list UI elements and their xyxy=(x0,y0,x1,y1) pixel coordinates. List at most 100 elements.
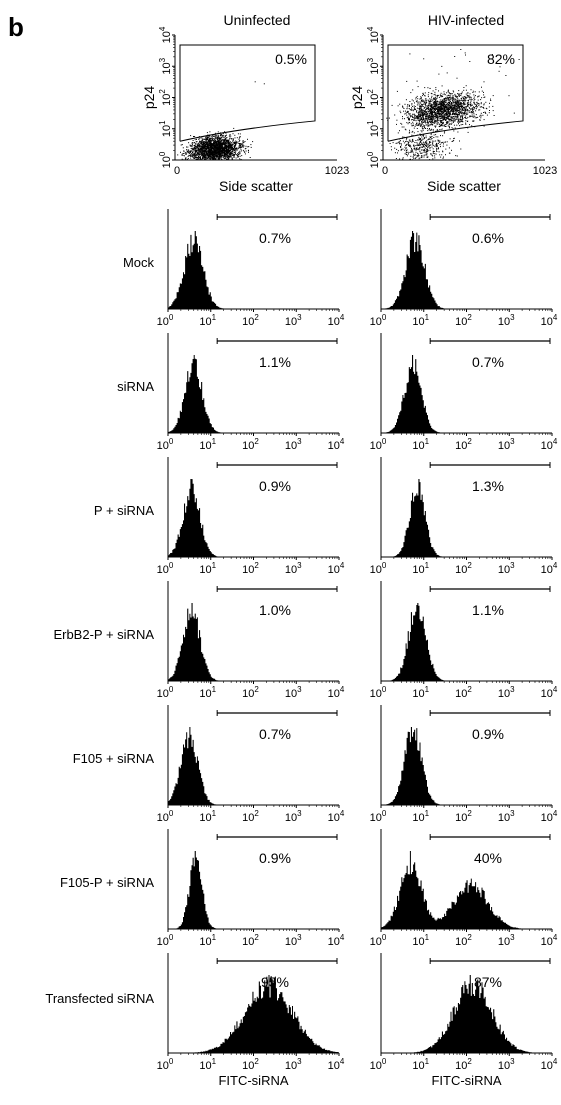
event-dot xyxy=(460,116,461,118)
event-dot xyxy=(211,152,212,154)
event-dot xyxy=(425,127,426,129)
event-dot xyxy=(458,99,460,101)
event-dot xyxy=(191,146,193,148)
event-dot xyxy=(244,141,246,142)
event-dot xyxy=(464,112,466,114)
event-dot xyxy=(421,152,423,154)
event-dot xyxy=(465,97,467,99)
x-tick-label: 103 xyxy=(285,933,302,948)
event-dot xyxy=(420,96,422,98)
event-dot xyxy=(190,152,192,154)
event-dot xyxy=(477,116,479,118)
event-dot xyxy=(454,56,456,57)
event-dot xyxy=(229,152,231,154)
event-dot xyxy=(413,109,415,111)
event-dot xyxy=(219,154,221,156)
event-dot xyxy=(226,145,228,147)
event-dot xyxy=(423,114,425,116)
event-dot xyxy=(451,93,453,95)
event-dot xyxy=(474,103,476,105)
event-dot xyxy=(443,119,445,121)
event-dot xyxy=(429,108,431,109)
event-dot xyxy=(226,153,228,155)
event-dot xyxy=(404,149,406,151)
event-dot xyxy=(421,121,423,123)
event-dot xyxy=(242,140,244,142)
event-dot xyxy=(422,109,424,111)
event-dot xyxy=(414,145,416,147)
event-dot xyxy=(199,141,201,142)
event-dot xyxy=(443,109,445,111)
event-dot xyxy=(186,149,188,151)
event-dot xyxy=(225,145,227,147)
event-dot xyxy=(413,107,415,109)
event-dot xyxy=(223,145,225,147)
event-dot xyxy=(452,140,454,142)
event-dot xyxy=(461,106,463,107)
event-dot xyxy=(205,152,207,154)
event-dot xyxy=(218,144,220,146)
event-dot xyxy=(399,140,401,142)
event-dot xyxy=(418,121,420,123)
event-dot xyxy=(422,94,424,95)
event-dot xyxy=(481,97,483,99)
event-dot xyxy=(210,143,212,145)
event-dot xyxy=(462,111,464,113)
event-dot xyxy=(442,114,444,116)
event-dot xyxy=(211,143,213,145)
event-dot xyxy=(457,120,459,121)
event-dot xyxy=(217,134,219,136)
x-tick-label: 101 xyxy=(199,685,216,700)
event-dot xyxy=(428,117,430,119)
event-dot xyxy=(470,112,472,114)
event-dot xyxy=(237,142,239,144)
event-dot xyxy=(231,152,233,154)
event-dot xyxy=(412,135,414,137)
event-dot xyxy=(222,139,224,141)
event-dot xyxy=(198,156,199,158)
event-dot xyxy=(447,115,449,117)
event-dot xyxy=(460,95,462,96)
event-dot xyxy=(438,90,439,92)
event-dot xyxy=(193,155,195,157)
event-dot xyxy=(223,143,225,145)
event-dot xyxy=(226,146,228,148)
event-dot xyxy=(221,159,223,161)
event-dot xyxy=(417,112,419,114)
event-dot xyxy=(458,110,460,111)
event-dot xyxy=(436,130,438,132)
event-dot xyxy=(421,149,422,151)
event-dot xyxy=(439,108,441,110)
event-dot xyxy=(210,157,212,159)
event-dot xyxy=(407,143,409,145)
event-dot xyxy=(418,114,420,116)
event-dot xyxy=(402,137,403,139)
event-dot xyxy=(419,151,421,153)
event-dot xyxy=(422,143,424,145)
event-dot xyxy=(214,135,216,137)
event-dot xyxy=(432,116,434,117)
event-dot xyxy=(458,94,460,96)
x-tick-label: 101 xyxy=(199,437,216,452)
event-dot xyxy=(194,155,196,157)
event-dot xyxy=(420,113,422,115)
event-dot xyxy=(408,119,409,121)
event-dot xyxy=(233,155,235,156)
event-dot xyxy=(212,151,214,153)
event-dot xyxy=(423,146,425,148)
event-dot xyxy=(470,100,472,102)
event-dot xyxy=(206,141,208,143)
event-dot xyxy=(484,111,486,113)
event-dot xyxy=(220,135,221,136)
event-dot xyxy=(421,136,423,138)
x-tick-label: 100 xyxy=(157,313,174,328)
event-dot xyxy=(430,99,431,101)
event-dot xyxy=(468,102,470,104)
event-dot xyxy=(212,138,214,139)
event-dot xyxy=(438,94,440,96)
row-label: P + siRNA xyxy=(94,503,154,518)
event-dot xyxy=(223,140,225,142)
event-dot xyxy=(214,156,216,158)
event-dot xyxy=(238,147,239,149)
event-dot xyxy=(454,120,456,122)
